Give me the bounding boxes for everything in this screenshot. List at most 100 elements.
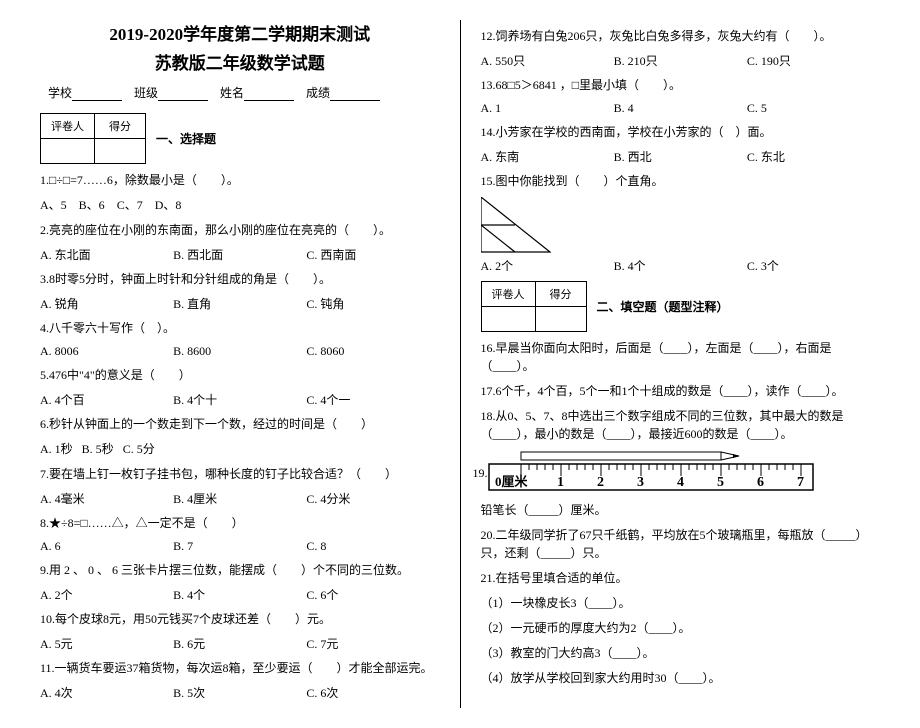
score-table-score: 得分 — [95, 114, 146, 139]
svg-text:6: 6 — [757, 475, 764, 490]
q16-stem: 16.早晨当你面向太阳时，后面是（____），左面是（____），右面是（___… — [481, 339, 881, 375]
q3-a: A. 锐角 — [40, 295, 173, 312]
q7-c: C. 4分米 — [306, 490, 439, 507]
q9-c: C. 6个 — [306, 586, 439, 603]
left-column: 2019-2020学年度第二学期期末测试 苏教版二年级数学试题 学校 班级 姓名… — [40, 20, 440, 708]
q5-stem: 5.476中"4"的意义是（ ） — [40, 366, 440, 384]
q13-options: A. 1 B. 4 C. 5 — [481, 101, 881, 116]
q3-c: C. 钝角 — [306, 295, 439, 312]
q14-options: A. 东南 B. 西北 C. 东北 — [481, 148, 881, 165]
svg-text:2: 2 — [597, 475, 604, 490]
q18-stem: 18.从0、5、7、8中选出三个数字组成不同的三位数，其中最大的数是（____）… — [481, 407, 881, 443]
q6-c: C. 5分 — [123, 442, 155, 456]
q17-stem: 17.6个千，4个百，5个一和1个十组成的数是（____），读作（____）。 — [481, 382, 881, 400]
q21-stem: 21.在括号里填合适的单位。 — [481, 569, 881, 587]
q2-stem: 2.亮亮的座位在小刚的东南面，那么小刚的座位在亮亮的（ ）。 — [40, 221, 440, 239]
score-table-grader: 评卷人 — [481, 282, 535, 307]
q9-stem: 9.用 2 、 0 、 6 三张卡片摆三位数，能摆成（ ）个不同的三位数。 — [40, 561, 440, 579]
q14-c: C. 东北 — [747, 148, 880, 165]
q11-a: A. 4次 — [40, 684, 173, 701]
score-cell — [535, 307, 586, 332]
info-score-blank[interactable] — [330, 88, 380, 101]
q15-options: A. 2个 B. 4个 C. 3个 — [481, 257, 881, 274]
q15-figure — [481, 197, 551, 253]
q12-b: B. 210只 — [614, 52, 747, 69]
q6-b: B. 5秒 — [82, 442, 114, 456]
q7-options: A. 4毫米 B. 4厘米 C. 4分米 — [40, 490, 440, 507]
q13-b: B. 4 — [614, 101, 747, 116]
column-divider — [460, 20, 461, 708]
q10-c: C. 7元 — [306, 635, 439, 652]
svg-text:4: 4 — [677, 475, 684, 490]
info-score-label: 成绩 — [306, 86, 330, 100]
q5-a: A. 4个百 — [40, 391, 173, 408]
q2-a: A. 东北面 — [40, 246, 173, 263]
info-name-blank[interactable] — [244, 88, 294, 101]
section-1-header: 评卷人 得分 一、选择题 — [40, 113, 440, 164]
q15-stem: 15.图中你能找到（ ）个直角。 — [481, 172, 881, 190]
q21-l4: （4）放学从学校回到家大约用时30（____）。 — [481, 669, 881, 687]
q4-b: B. 8600 — [173, 344, 306, 359]
info-class-blank[interactable] — [158, 88, 208, 101]
q14-stem: 14.小芳家在学校的西南面，学校在小芳家的（ ）面。 — [481, 123, 881, 141]
title-line-2: 苏教版二年级数学试题 — [40, 49, 440, 74]
q10-stem: 10.每个皮球8元，用50元钱买7个皮球还差（ ）元。 — [40, 610, 440, 628]
q12-stem: 12.饲养场有白兔206只，灰兔比白兔多得多，灰兔大约有（ ）。 — [481, 27, 881, 45]
q10-b: B. 6元 — [173, 635, 306, 652]
q13-c: C. 5 — [747, 101, 880, 116]
q1-c: C、7 — [117, 198, 143, 212]
q19-label: 19. — [473, 466, 488, 481]
page: 2019-2020学年度第二学期期末测试 苏教版二年级数学试题 学校 班级 姓名… — [40, 20, 880, 708]
q1-d: D、8 — [155, 198, 182, 212]
q2-c: C. 西南面 — [306, 246, 439, 263]
ruler-icon: 0厘米 1 2 3 4 5 6 7 — [481, 450, 821, 494]
score-cell — [41, 139, 95, 164]
q9-options: A. 2个 B. 4个 C. 6个 — [40, 586, 440, 603]
q5-b: B. 4个十 — [173, 391, 306, 408]
q6-a: A. 1秒 — [40, 442, 73, 456]
q21-l1: （1）一块橡皮长3（____）。 — [481, 594, 881, 612]
q21-l2: （2）一元硬币的厚度大约为2（____）。 — [481, 619, 881, 637]
q4-stem: 4.八千零六十写作（ ）。 — [40, 319, 440, 337]
q7-a: A. 4毫米 — [40, 490, 173, 507]
q1-a: A、5 — [40, 198, 67, 212]
triangle-icon — [481, 197, 551, 253]
q6-options: A. 1秒 B. 5秒 C. 5分 — [40, 440, 440, 458]
q10-a: A. 5元 — [40, 635, 173, 652]
q13-a: A. 1 — [481, 101, 614, 116]
q1-stem: 1.□÷□=7……6，除数最小是（ ）。 — [40, 171, 440, 189]
q8-c: C. 8 — [306, 539, 439, 554]
q2-b: B. 西北面 — [173, 246, 306, 263]
q8-b: B. 7 — [173, 539, 306, 554]
q15-a: A. 2个 — [481, 257, 614, 274]
q4-c: C. 8060 — [306, 344, 439, 359]
section-2-header: 评卷人 得分 二、填空题（题型注释） — [481, 281, 881, 332]
svg-text:5: 5 — [717, 475, 724, 490]
section-2-title: 二、填空题（题型注释） — [597, 298, 729, 315]
info-school-label: 学校 — [48, 86, 72, 100]
q10-options: A. 5元 B. 6元 C. 7元 — [40, 635, 440, 652]
q8-a: A. 6 — [40, 539, 173, 554]
info-school-blank[interactable] — [72, 88, 122, 101]
info-class-label: 班级 — [134, 86, 158, 100]
q21-l3: （3）教室的门大约高3（____）。 — [481, 644, 881, 662]
score-table-2: 评卷人 得分 — [481, 281, 587, 332]
score-cell — [481, 307, 535, 332]
q11-b: B. 5次 — [173, 684, 306, 701]
svg-text:7: 7 — [797, 475, 804, 490]
q12-c: C. 190只 — [747, 52, 880, 69]
q3-options: A. 锐角 B. 直角 C. 钝角 — [40, 295, 440, 312]
q12-a: A. 550只 — [481, 52, 614, 69]
q4-a: A. 8006 — [40, 344, 173, 359]
q9-b: B. 4个 — [173, 586, 306, 603]
q7-stem: 7.要在墙上钉一枚钉子挂书包，哪种长度的钉子比较合适？（ ） — [40, 465, 440, 483]
section-1-title: 一、选择题 — [156, 130, 216, 147]
q5-c: C. 4个一 — [306, 391, 439, 408]
ruler-zero-label: 0厘米 — [495, 474, 529, 489]
q1-b: B、6 — [79, 198, 105, 212]
q19-figure: 0厘米 1 2 3 4 5 6 7 19. — [481, 450, 881, 494]
svg-text:1: 1 — [557, 475, 564, 490]
q12-options: A. 550只 B. 210只 C. 190只 — [481, 52, 881, 69]
q20-stem: 20.二年级同学折了67只千纸鹤，平均放在5个玻璃瓶里，每瓶放（_____）只，… — [481, 526, 881, 562]
q6-stem: 6.秒针从钟面上的一个数走到下一个数，经过的时间是（ ） — [40, 415, 440, 433]
